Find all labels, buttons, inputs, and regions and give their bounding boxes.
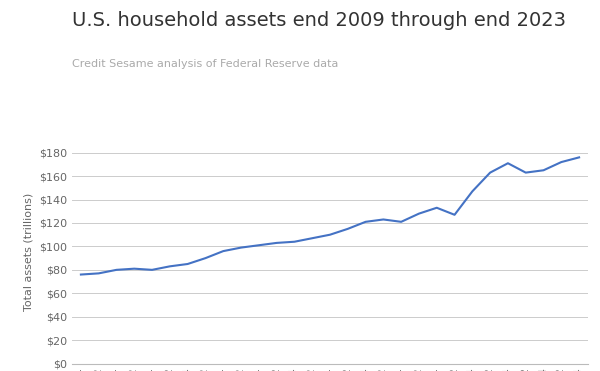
Y-axis label: Total assets (trillions): Total assets (trillions) xyxy=(23,193,34,311)
Text: Credit Sesame analysis of Federal Reserve data: Credit Sesame analysis of Federal Reserv… xyxy=(72,59,338,69)
Text: U.S. household assets end 2009 through end 2023: U.S. household assets end 2009 through e… xyxy=(72,11,566,30)
